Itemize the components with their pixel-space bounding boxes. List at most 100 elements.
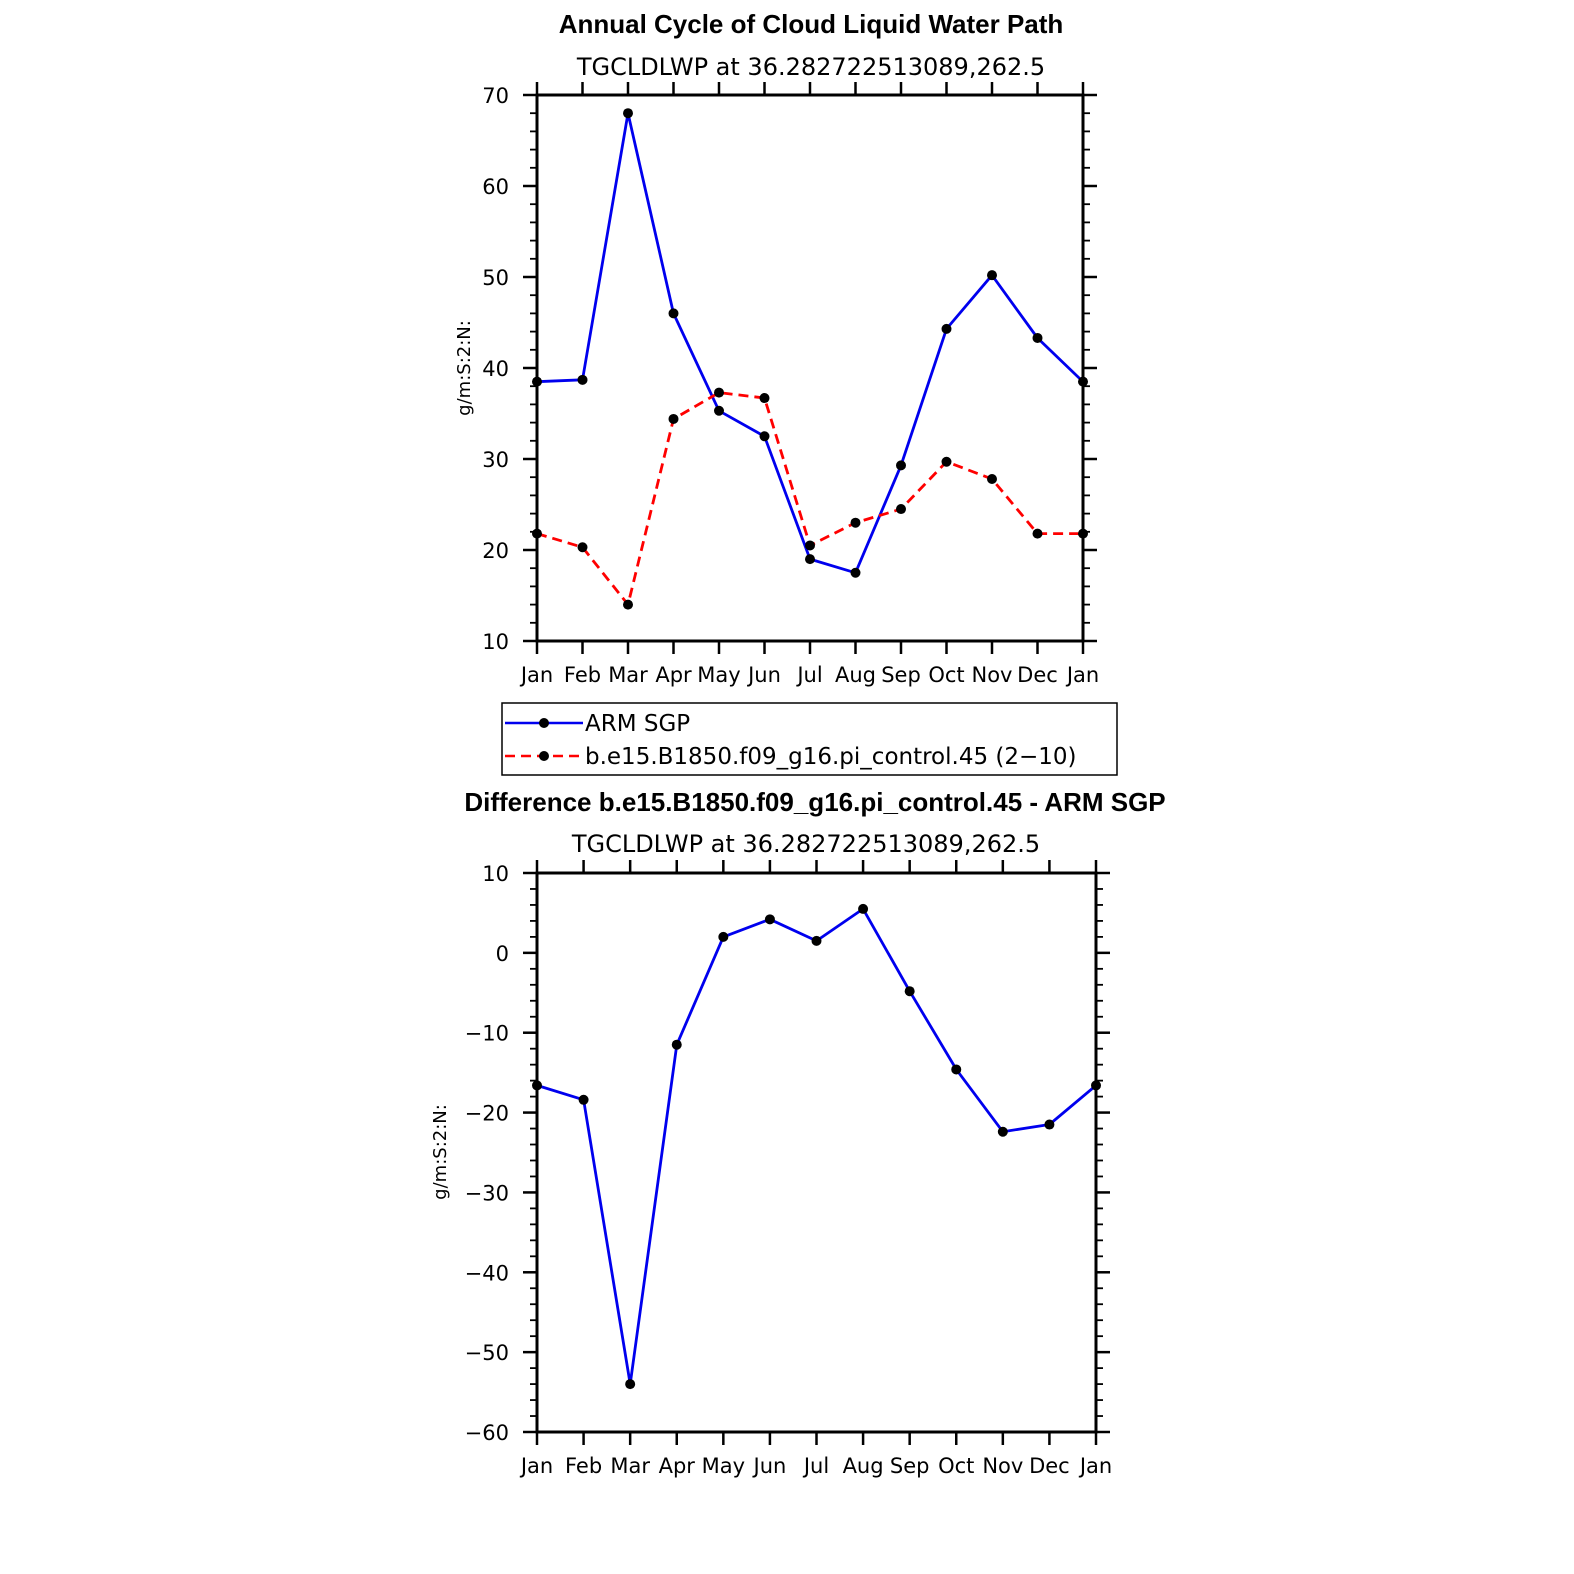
chart1-y-axis-label: g/m:S:2:N: — [454, 320, 475, 416]
x-tick-label: Nov — [982, 1454, 1023, 1478]
chart2-subtitle: TGCLDLWP at 36.282722513089,262.5 — [571, 830, 1040, 858]
x-tick-label: Mar — [610, 1454, 650, 1478]
series-line — [536, 391, 1083, 606]
legend-marker-arm-sgp — [539, 718, 549, 728]
x-tick-label: Apr — [655, 663, 692, 687]
x-tick-label: Mar — [608, 663, 648, 687]
chart1-subtitle: TGCLDLWP at 36.282722513089,262.5 — [576, 53, 1045, 81]
x-tick-label: Oct — [928, 663, 964, 687]
data-point — [718, 931, 729, 942]
data-point — [941, 323, 952, 334]
y-tick-label: 40 — [482, 357, 509, 381]
x-tick-label: Feb — [565, 1454, 602, 1478]
chart2-x-tick-labels: Jan Feb Mar Apr May Jun Jul Aug Sep Oct Nov Dec Jan — [519, 1454, 1112, 1478]
data-point — [577, 374, 588, 385]
data-point — [764, 914, 775, 925]
data-point — [623, 108, 633, 119]
x-tick-label: Jun — [746, 663, 781, 687]
data-point — [896, 504, 906, 515]
y-tick-label: 30 — [482, 448, 509, 472]
x-tick-label: Jan — [1078, 1454, 1112, 1478]
data-point — [811, 935, 822, 946]
data-point — [625, 1379, 636, 1390]
chart2-y-axis-label: g/m:S:2:N: — [430, 1104, 451, 1200]
x-tick-label: Jul — [795, 663, 822, 687]
data-point — [714, 405, 724, 416]
x-tick-label: Oct — [938, 1454, 974, 1478]
x-tick-label: Dec — [1017, 663, 1058, 687]
x-tick-label: Jun — [752, 1454, 787, 1478]
y-tick-label: −50 — [465, 1341, 509, 1365]
y-tick-label: −20 — [465, 1102, 509, 1126]
x-tick-label: Jul — [802, 1454, 829, 1478]
legend-label-arm-sgp: ARM SGP — [585, 711, 690, 737]
y-tick-label: 10 — [482, 862, 509, 886]
x-tick-label: Aug — [835, 663, 876, 687]
y-tick-label: 70 — [482, 84, 509, 108]
annual-cycle-chart: Annual Cycle of Cloud Liquid Water Path … — [454, 9, 1099, 687]
data-point — [532, 376, 542, 387]
legend-marker-model — [539, 751, 549, 761]
x-tick-label: Apr — [659, 1454, 696, 1478]
x-tick-label: May — [697, 663, 740, 687]
chart2-ticks — [523, 860, 1110, 1445]
data-point — [850, 517, 861, 528]
chart2-title: Difference b.e15.B1850.f09_g16.pi_contro… — [464, 787, 1165, 817]
x-tick-label: Jan — [519, 663, 553, 687]
data-point — [896, 460, 906, 471]
data-point — [759, 431, 770, 442]
data-point — [759, 393, 770, 404]
x-tick-label: Aug — [843, 1454, 884, 1478]
data-point — [714, 387, 724, 398]
data-point — [858, 903, 869, 914]
data-point — [987, 270, 997, 281]
data-point — [668, 308, 679, 319]
chart1-title: Annual Cycle of Cloud Liquid Water Path — [559, 9, 1064, 39]
data-point — [850, 567, 861, 578]
chart2-plot-frame — [535, 871, 1098, 1434]
data-point — [671, 1039, 682, 1050]
y-tick-label: 50 — [482, 266, 509, 290]
legend-label-model: b.e15.B1850.f09_g16.pi_control.45 (2−10) — [585, 744, 1077, 770]
data-point — [1091, 1080, 1101, 1091]
x-tick-label: Jan — [519, 1454, 553, 1478]
data-point — [987, 474, 997, 485]
legend: ARM SGP b.e15.B1850.f09_g16.pi_control.4… — [501, 702, 1118, 776]
data-point — [623, 599, 633, 610]
data-point — [805, 540, 815, 551]
series-line — [536, 111, 1084, 575]
data-point — [904, 986, 915, 997]
chart2-y-tick-labels: −60 −50 −40 −30 −20 −10 0 10 — [465, 862, 509, 1445]
legend-box — [501, 702, 1118, 776]
data-point — [941, 456, 952, 467]
data-point — [951, 1064, 962, 1075]
y-tick-label: 10 — [482, 630, 509, 654]
data-point — [805, 554, 815, 565]
y-tick-label: −30 — [465, 1181, 509, 1205]
chart2-series — [532, 903, 1101, 1390]
x-tick-label: Dec — [1029, 1454, 1070, 1478]
data-point — [1044, 1119, 1055, 1130]
data-point — [578, 1094, 589, 1105]
data-point — [1078, 528, 1088, 539]
chart1-series — [532, 108, 1088, 610]
data-point — [1078, 376, 1088, 387]
data-point — [577, 542, 588, 553]
y-tick-label: 60 — [482, 175, 509, 199]
chart1-x-tick-labels: Jan Feb Mar Apr May Jun Jul Aug Sep Oct Nov Dec Jan — [519, 663, 1099, 687]
x-tick-label: Jan — [1065, 663, 1099, 687]
x-tick-label: Sep — [881, 663, 921, 687]
data-point — [532, 528, 542, 539]
x-tick-label: May — [702, 1454, 745, 1478]
y-tick-label: −40 — [465, 1261, 509, 1285]
data-point — [1032, 528, 1043, 539]
y-tick-label: −10 — [465, 1022, 509, 1046]
data-point — [1032, 332, 1043, 343]
difference-chart: Difference b.e15.B1850.f09_g16.pi_contro… — [430, 787, 1166, 1478]
y-tick-label: 20 — [482, 539, 509, 563]
x-tick-label: Feb — [564, 663, 601, 687]
y-tick-label: 0 — [496, 942, 509, 966]
x-tick-label: Nov — [972, 663, 1013, 687]
data-point — [997, 1126, 1008, 1137]
